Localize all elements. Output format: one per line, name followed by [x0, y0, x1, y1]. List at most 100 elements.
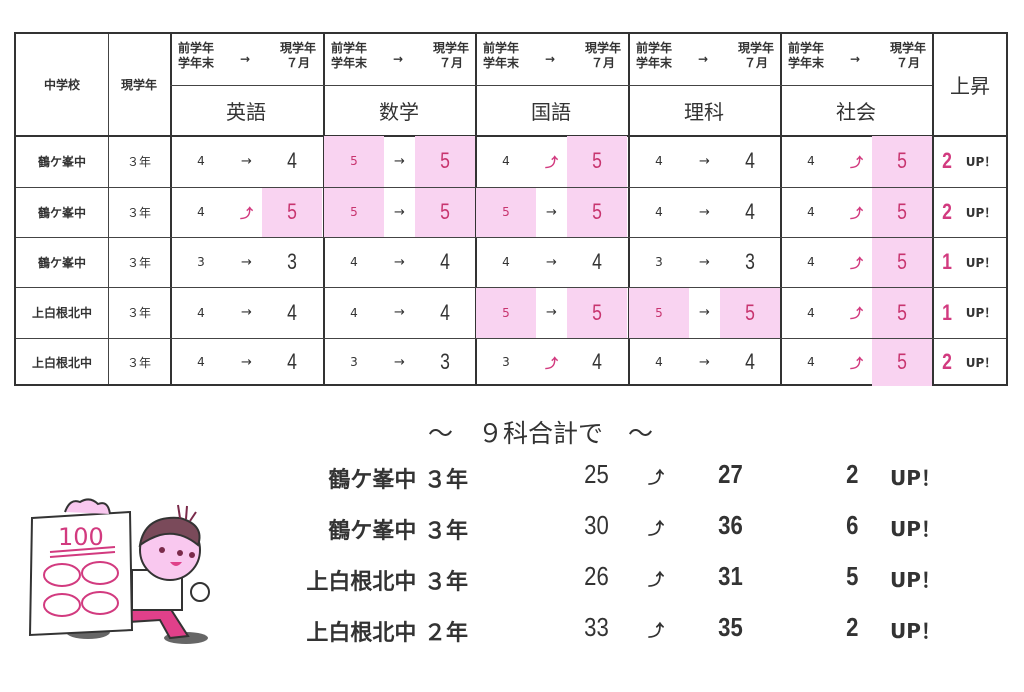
- score-to: 4: [287, 148, 297, 173]
- right-arrow-icon: →: [699, 153, 710, 169]
- up-arrow-icon: ⤴: [849, 256, 863, 272]
- column-divider: [170, 34, 172, 384]
- summary-label: 上白根北中 ２年: [306, 621, 468, 646]
- score-from: 4: [350, 305, 358, 320]
- header-from-label: 前学年 学年末: [788, 41, 824, 71]
- score-from: 4: [807, 205, 815, 219]
- to-label-line: 現学年: [737, 41, 774, 55]
- row-school: 鶴ケ峯中: [37, 154, 86, 169]
- score-from: 5: [655, 305, 663, 320]
- score-to: 5: [592, 199, 602, 224]
- increase-value: 1: [942, 249, 952, 274]
- row-divider: [16, 287, 1006, 288]
- header-divider: [170, 85, 932, 86]
- score-to: 5: [897, 249, 907, 274]
- row-school: 上白根北中: [31, 355, 92, 370]
- score-from: 4: [502, 154, 510, 168]
- header-arrow: →: [239, 52, 251, 66]
- highlight-to: [872, 339, 932, 386]
- summary-from: 30: [584, 510, 609, 540]
- right-arrow-icon: →: [699, 204, 710, 220]
- highlight-to: [567, 136, 627, 187]
- increase-value: 2: [942, 199, 952, 224]
- score-to: 5: [897, 148, 907, 173]
- to-label-line: 現学年: [432, 41, 469, 55]
- row-school: 上白根北中: [31, 306, 92, 320]
- highlight-to: [720, 288, 780, 338]
- score-to: 5: [592, 148, 602, 173]
- header-arrow: →: [849, 52, 861, 66]
- score-to: 5: [592, 299, 602, 325]
- score-to: 5: [440, 148, 450, 173]
- right-arrow-icon: →: [699, 354, 710, 370]
- from-label-line: 学年末: [788, 56, 825, 70]
- summary-up-label: UP！: [890, 517, 941, 541]
- to-label-line: ７月: [743, 56, 768, 70]
- header-from-label: 前学年 学年末: [331, 41, 367, 71]
- score-to: 4: [287, 299, 297, 325]
- to-label-line: ７月: [590, 56, 615, 70]
- up-arrow-icon: ⤴: [849, 356, 863, 372]
- up-arrow-icon: ⤴: [849, 307, 863, 322]
- score-from: 5: [350, 205, 358, 219]
- right-arrow-icon: →: [394, 153, 405, 169]
- score-from: 3: [350, 355, 358, 369]
- summary-to: 31: [718, 561, 743, 591]
- highlight-from: [324, 188, 384, 237]
- up-label: UP！: [965, 306, 997, 320]
- up-label: UP！: [965, 205, 997, 220]
- from-label-line: 前学年: [178, 41, 215, 55]
- column-divider: [108, 34, 109, 384]
- summary-label: 上白根北中 ３年: [306, 570, 468, 595]
- score-to: 5: [287, 199, 297, 224]
- right-arrow-icon: →: [394, 305, 405, 320]
- summary-increase: 6: [846, 510, 859, 540]
- header-grade: 現学年: [120, 78, 157, 92]
- score-from: 4: [197, 154, 205, 168]
- summary-from: 33: [584, 612, 609, 642]
- summary-title: ～ ９科合計で ～: [428, 419, 654, 448]
- from-label-line: 前学年: [331, 41, 368, 55]
- header-from-label: 前学年 学年末: [636, 41, 672, 71]
- row-grade: ３年: [126, 154, 151, 169]
- highlight-from: [476, 188, 536, 237]
- header-to-label: 現学年 ７月: [423, 41, 469, 71]
- row-divider: [16, 338, 1006, 339]
- highlight-to: [415, 188, 475, 237]
- score-to: 3: [440, 349, 450, 374]
- score-to: 4: [745, 349, 755, 374]
- column-divider: [932, 34, 934, 384]
- highlight-to: [872, 288, 932, 338]
- right-arrow-icon: →: [241, 354, 252, 370]
- header-from-label: 前学年 学年末: [178, 41, 214, 71]
- row-grade: ３年: [126, 205, 151, 220]
- score-from: 3: [197, 255, 205, 269]
- score-from: 4: [350, 255, 358, 269]
- highlight-to: [567, 288, 627, 338]
- highlight-to: [872, 188, 932, 237]
- from-label-line: 前学年: [483, 41, 520, 55]
- header-to-label: 現学年 ７月: [880, 41, 926, 71]
- row-divider: [16, 135, 1006, 137]
- right-arrow-icon: →: [394, 204, 405, 220]
- to-label-line: ７月: [285, 56, 310, 70]
- row-school: 鶴ケ峯中: [37, 205, 86, 220]
- header-arrow: →: [392, 52, 404, 66]
- up-arrow-icon: ⤴: [239, 206, 253, 222]
- subject-1: 数学: [379, 99, 419, 124]
- row-divider: [16, 187, 1006, 188]
- score-from: 4: [807, 154, 815, 168]
- summary-label: 鶴ケ峯中 ３年: [328, 519, 468, 544]
- highlight-to: [567, 188, 627, 237]
- header-school: 中学校: [43, 78, 80, 92]
- from-label-line: 学年末: [483, 56, 520, 70]
- column-divider: [628, 34, 630, 384]
- score-to: 4: [287, 349, 297, 374]
- summary-increase: 2: [846, 612, 859, 642]
- score-from: 5: [502, 205, 510, 219]
- highlight-from: [476, 288, 536, 338]
- right-arrow-icon: →: [546, 305, 557, 320]
- row-grade: ３年: [126, 355, 151, 370]
- column-divider: [780, 34, 782, 384]
- score-to: 5: [440, 199, 450, 224]
